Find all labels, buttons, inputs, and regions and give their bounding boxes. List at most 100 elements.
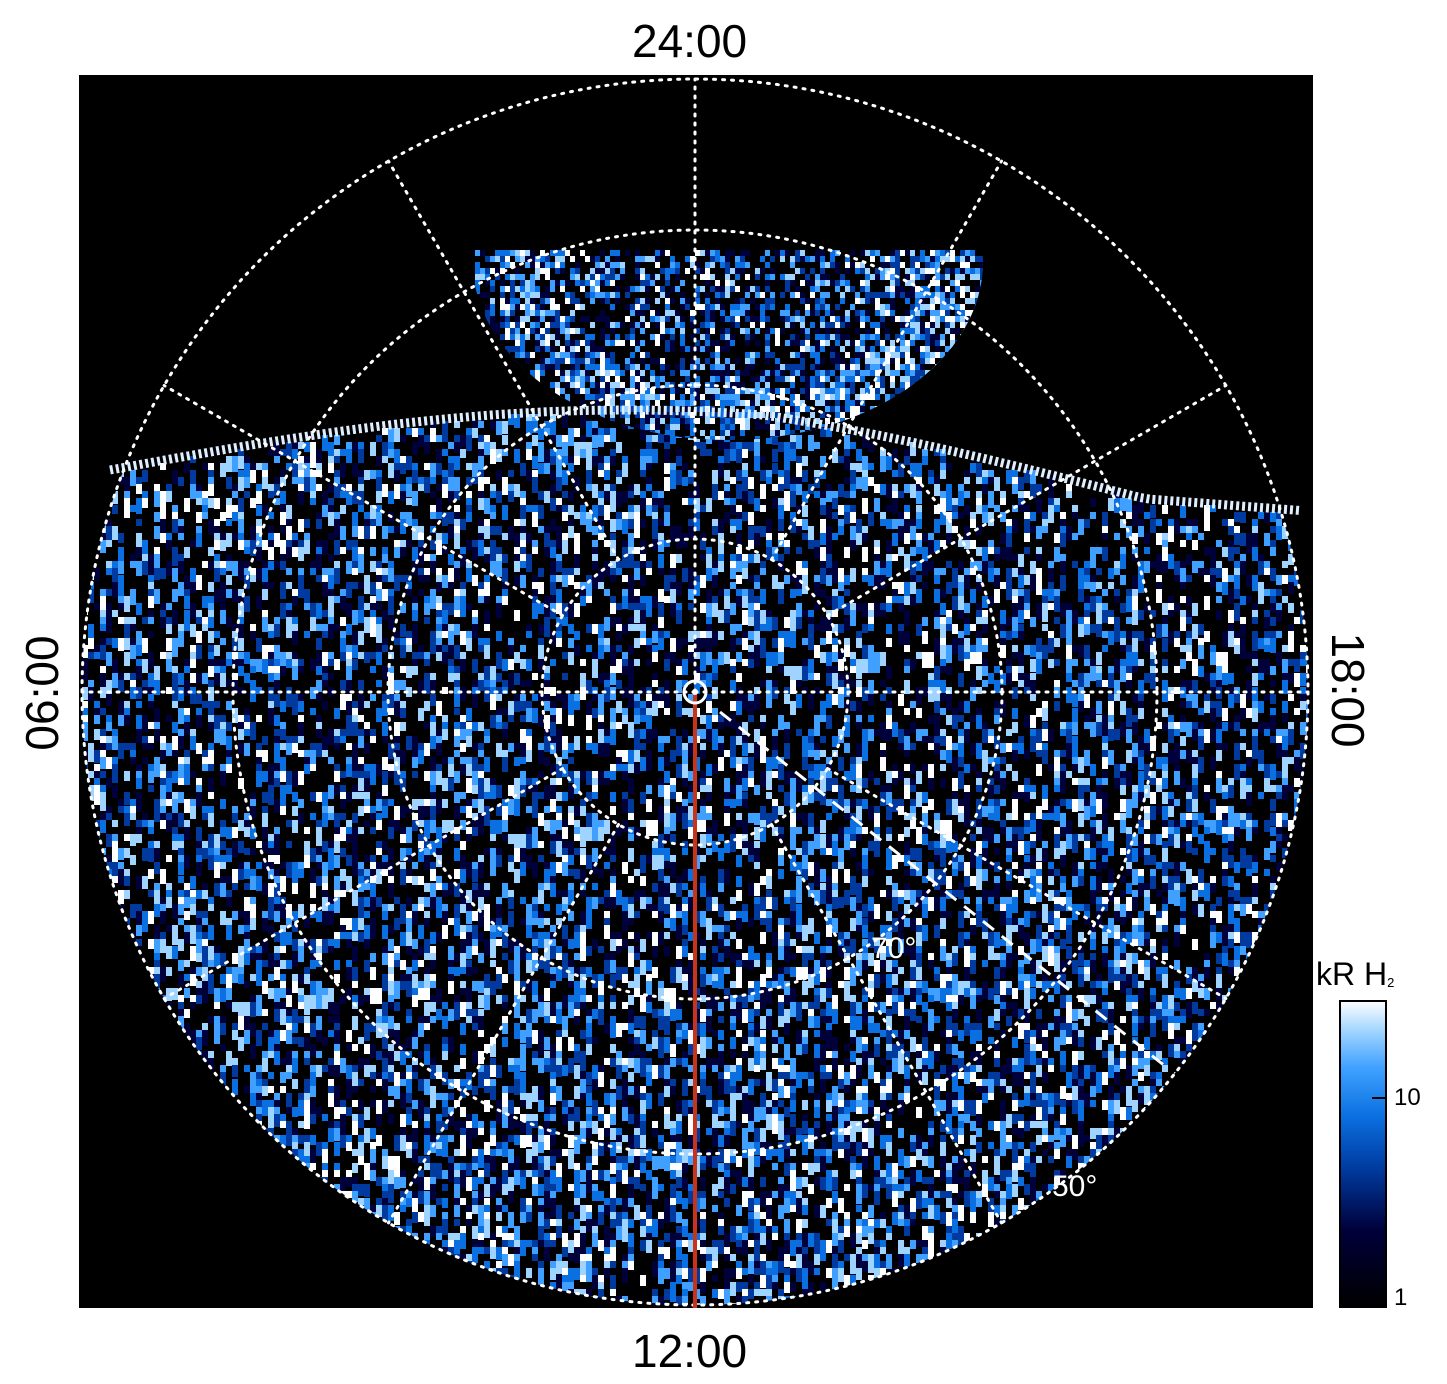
emission-pixel — [334, 526, 340, 538]
emission-pixel — [532, 435, 538, 446]
emission-pixel — [952, 533, 958, 545]
emission-pixel — [1024, 491, 1030, 502]
emission-pixel — [520, 428, 526, 444]
emission-pixel — [904, 456, 910, 465]
emission-pixel — [610, 428, 616, 442]
emission-pixel — [952, 540, 958, 551]
emission-pixel — [1222, 547, 1228, 557]
emission-pixel — [778, 456, 784, 467]
emission-pixel — [124, 624, 130, 638]
emission-pixel — [484, 442, 490, 455]
emission-pixel — [910, 526, 916, 540]
emission-pixel — [886, 638, 892, 647]
emission-pixel — [1216, 505, 1222, 514]
emission-pixel — [652, 526, 658, 539]
emission-pixel — [700, 659, 706, 671]
emission-pixel — [856, 554, 862, 568]
emission-pixel — [820, 617, 826, 632]
emission-pixel — [652, 540, 658, 550]
emission-pixel — [460, 554, 466, 567]
emission-pixel — [1294, 603, 1300, 615]
emission-pixel — [994, 554, 1000, 563]
emission-pixel — [472, 547, 478, 560]
emission-pixel — [712, 435, 718, 447]
emission-pixel — [1162, 561, 1168, 573]
emission-pixel — [1018, 589, 1024, 602]
emission-pixel — [88, 589, 94, 605]
emission-pixel — [646, 729, 652, 744]
emission-pixel — [958, 547, 964, 562]
emission-pixel — [430, 589, 436, 602]
emission-pixel — [910, 722, 916, 733]
emission-pixel — [418, 624, 424, 634]
emission-pixel — [1156, 729, 1162, 742]
emission-pixel — [292, 722, 298, 731]
emission-pixel — [814, 470, 820, 481]
emission-pixel — [232, 456, 238, 467]
emission-pixel — [700, 729, 706, 739]
emission-pixel — [376, 561, 382, 571]
emission-pixel — [1000, 547, 1006, 559]
emission-pixel — [664, 617, 670, 627]
emission-pixel — [832, 512, 838, 521]
emission-pixel — [394, 680, 400, 692]
emission-pixel — [154, 526, 160, 539]
emission-pixel — [1144, 673, 1150, 683]
emission-pixel — [928, 491, 934, 505]
emission-pixel — [574, 631, 580, 640]
emission-pixel — [160, 610, 166, 619]
emission-pixel — [886, 477, 892, 486]
emission-pixel — [1018, 526, 1024, 538]
emission-pixel — [748, 512, 754, 525]
emission-pixel — [634, 484, 640, 495]
emission-pixel — [244, 547, 250, 557]
emission-pixel — [634, 519, 640, 532]
emission-pixel — [610, 540, 616, 556]
emission-pixel — [832, 652, 838, 662]
emission-pixel — [784, 491, 790, 504]
emission-pixel — [760, 512, 766, 528]
emission-pixel — [178, 477, 184, 486]
emission-pixel — [1270, 638, 1276, 653]
emission-pixel — [358, 477, 364, 486]
emission-pixel — [640, 519, 646, 528]
emission-pixel — [472, 624, 478, 639]
emission-pixel — [310, 456, 316, 468]
emission-pixel — [454, 533, 460, 549]
emission-pixel — [1246, 568, 1252, 578]
emission-pixel — [502, 729, 508, 739]
emission-pixel — [916, 708, 922, 718]
emission-pixel — [814, 498, 820, 512]
emission-pixel — [832, 533, 838, 545]
emission-pixel — [712, 631, 718, 646]
emission-pixel — [958, 687, 964, 702]
emission-pixel — [310, 470, 316, 481]
emission-pixel — [688, 442, 694, 458]
emission-pixel — [1114, 596, 1120, 608]
emission-pixel — [802, 708, 808, 723]
emission-pixel — [208, 561, 214, 570]
emission-pixel — [1162, 540, 1168, 550]
emission-pixel — [844, 575, 850, 585]
emission-pixel — [610, 568, 616, 580]
emission-pixel — [286, 582, 292, 593]
emission-pixel — [916, 575, 922, 586]
emission-pixel — [1102, 533, 1108, 542]
emission-pixel — [868, 645, 874, 660]
emission-pixel — [622, 547, 628, 558]
emission-pixel — [490, 547, 496, 563]
emission-pixel — [982, 512, 988, 523]
emission-pixel — [874, 533, 880, 546]
emission-pixel — [154, 729, 160, 741]
emission-pixel — [1246, 533, 1252, 548]
emission-pixel — [742, 568, 748, 579]
emission-pixel — [1114, 729, 1120, 740]
emission-pixel — [484, 582, 490, 597]
emission-pixel — [940, 449, 946, 460]
emission-pixel — [598, 498, 604, 510]
emission-pixel — [1054, 701, 1060, 711]
emission-pixel — [784, 652, 790, 663]
emission-pixel — [508, 470, 514, 479]
emission-pixel — [1216, 729, 1222, 743]
emission-pixel — [508, 526, 514, 540]
